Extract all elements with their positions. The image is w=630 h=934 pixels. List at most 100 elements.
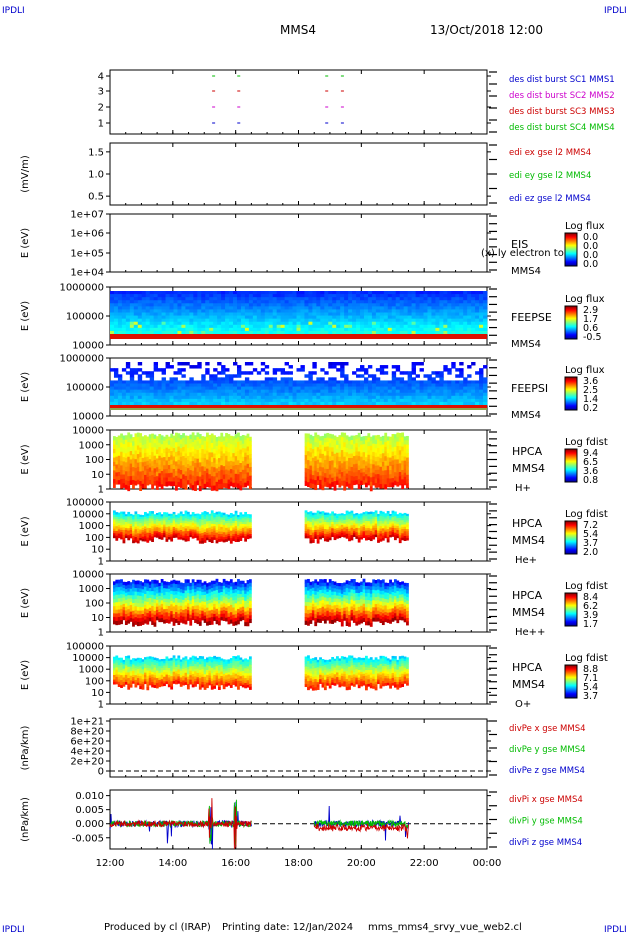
hpca_he-pixel: [146, 532, 150, 536]
hpca_he-pixel: [127, 532, 131, 536]
hpca_h-pixel: [374, 474, 378, 480]
feepse-pixel: [467, 321, 472, 326]
hpca_h-pixel: [194, 476, 197, 482]
feepse-pixel: [149, 315, 155, 320]
feepsi-pixel: [320, 398, 325, 403]
feepsi-pixel: [395, 377, 401, 381]
hpca_h-pixel: [124, 466, 128, 472]
hpca_he-pixel: [124, 522, 128, 525]
hpca_he-pixel: [326, 526, 330, 530]
hpca_he-pixel: [206, 535, 209, 538]
hpca_h-pixel: [365, 452, 368, 458]
feepse-pixel: [360, 312, 365, 316]
feepsi-pixel: [431, 386, 436, 391]
hpca_he-pixel: [165, 534, 169, 537]
hpca_h-pixel: [148, 471, 152, 477]
feepsi-pixel: [367, 374, 373, 378]
feepse-pixel: [371, 312, 377, 316]
feepse-pixel: [256, 303, 262, 307]
hpca_h-colorbar-tick: 3.6: [583, 466, 598, 477]
hpca_h-pixel: [362, 468, 366, 473]
hpca_he-pixel: [136, 530, 140, 534]
feepse-pixel: [423, 291, 428, 295]
feepsi-pixel: [463, 383, 468, 387]
feepsi-pixel: [387, 398, 393, 403]
hpca_he-y-tick-label: 1000: [79, 521, 104, 532]
feepsi-pixel: [153, 386, 159, 391]
hpca_h-pixel: [333, 453, 337, 459]
hpca_he-pixel: [352, 530, 356, 534]
feepsi-pixel: [371, 392, 377, 397]
feepsi-pixel: [272, 371, 278, 375]
hpca_he-pixel: [186, 533, 190, 537]
hpca_he-pixel: [177, 528, 181, 531]
feepse-pixel: [348, 312, 353, 316]
feepsi-pixel: [296, 401, 301, 406]
hpca_h-pixel: [396, 432, 400, 438]
hpca_h-pixel: [153, 451, 157, 457]
feepsi-pixel: [356, 368, 361, 372]
hpca_h-pixel: [134, 433, 138, 439]
feepse-pixel: [110, 318, 115, 323]
feepsi-pixel: [387, 401, 393, 406]
feepse-pixel: [157, 291, 162, 295]
hpca_he-pixel: [343, 527, 347, 530]
feepse-pixel: [268, 306, 274, 310]
hpca_h-pixel: [215, 468, 219, 474]
feepse-pixel: [133, 321, 139, 326]
hpca_he-pixel: [136, 518, 140, 522]
feepsi-pixel: [117, 386, 123, 391]
hpca_he-pixel: [144, 524, 147, 527]
feepse-pixel: [371, 327, 377, 332]
feepsi-pixel: [300, 383, 305, 387]
hpca_he-pixel: [352, 513, 356, 517]
hpca_he-pixel: [352, 527, 356, 530]
feepsi-pixel: [248, 389, 254, 394]
feepse-pixel: [431, 297, 436, 301]
feepse-pixel: [225, 297, 230, 301]
hpca_h-pixel: [328, 438, 332, 444]
feepsi-pixel: [252, 395, 258, 400]
hpca_he-pixel: [234, 531, 238, 535]
feepsi-pixel: [415, 383, 420, 387]
feepsi-pixel: [113, 392, 119, 397]
hpca_h-pixel: [328, 456, 332, 462]
hpca_he-pixel: [160, 537, 164, 540]
feepse-pixel: [201, 294, 206, 298]
hpca_h-pixel: [304, 437, 308, 443]
hpca_he-pixel: [343, 529, 347, 532]
hpca_he-pixel: [350, 517, 354, 521]
hpca_he-pixel: [196, 537, 200, 541]
feepse-pixel: [367, 327, 373, 332]
feepse-pixel: [252, 306, 258, 310]
feepse-pixel: [197, 309, 202, 313]
feepse-pixel: [264, 321, 270, 326]
hpca_he-pixel: [177, 519, 181, 523]
hpca_he-pixel: [141, 521, 145, 525]
hpca_he-pixel: [340, 513, 344, 516]
feepsi-pixel: [137, 386, 143, 391]
feepse-pixel: [276, 324, 282, 329]
feepse-pixel: [268, 315, 274, 320]
mission-title: MMS4: [280, 23, 316, 37]
hpca_he-pixel: [362, 527, 366, 530]
feepse-pixel: [431, 306, 436, 310]
feepse-pixel: [284, 303, 289, 307]
hpca_he-pixel: [165, 514, 169, 518]
hpca_h-pixel: [136, 441, 140, 446]
hpca_he-pixel: [241, 531, 245, 535]
feepsi-pixel: [113, 401, 119, 406]
hpca_h-pixel: [244, 456, 248, 462]
hpca_h-pixel: [134, 450, 138, 456]
feepse-pixel: [431, 309, 436, 313]
hpca_he-pixel: [311, 522, 315, 526]
hpca_he-pixel: [328, 528, 332, 532]
feepsi-pixel: [161, 401, 166, 406]
hpca_h-pixel: [345, 435, 349, 440]
hpca_he-pixel: [210, 529, 214, 533]
hpca_he-pixel: [158, 536, 162, 540]
feepse-pixel: [360, 321, 365, 326]
hpca_h-pixel: [234, 438, 238, 444]
hpca_he-pixel: [198, 514, 202, 518]
feepse-pixel: [197, 312, 202, 316]
